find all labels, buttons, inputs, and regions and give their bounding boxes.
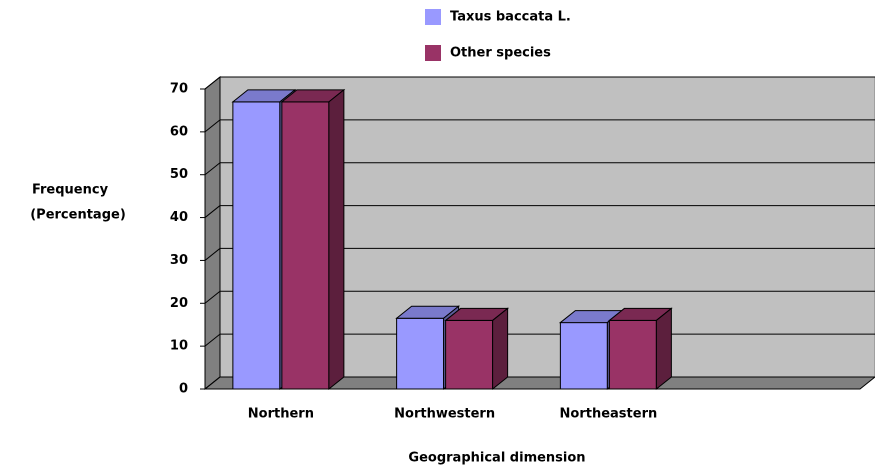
y-tick-label: 20	[170, 296, 188, 311]
legend-label: Other species	[450, 46, 551, 61]
side-wall	[204, 75, 221, 391]
bar-side	[655, 307, 672, 391]
y-tick-label: 0	[179, 382, 188, 397]
bar-front	[445, 319, 494, 390]
bar-front	[608, 319, 657, 390]
x-tick-label: Northwestern	[394, 407, 495, 422]
bar	[280, 88, 346, 391]
bar	[607, 307, 673, 391]
grid-line	[204, 76, 221, 90]
y-axis-label: Frequency	[32, 183, 109, 198]
grid-line	[204, 290, 221, 304]
grid-line	[204, 248, 221, 261]
y-tick-label: 30	[170, 253, 188, 268]
y-tick-label: 60	[170, 124, 188, 139]
grid-line	[204, 205, 221, 218]
bar-front	[396, 317, 445, 390]
y-axis-label: (Percentage)	[30, 208, 126, 223]
bar	[444, 307, 510, 391]
legend-swatch	[425, 9, 441, 25]
x-tick-label: Northern	[248, 407, 314, 422]
x-axis-label: Geographical dimension	[408, 451, 585, 466]
x-tick-label: Northeastern	[560, 407, 658, 422]
y-tick-label: 40	[170, 210, 188, 225]
y-tick-label: 70	[170, 82, 188, 97]
bar-front	[559, 322, 608, 390]
grid-line	[204, 333, 221, 347]
legend-swatch	[425, 45, 441, 61]
legend-label: Taxus baccata L.	[450, 10, 571, 25]
y-tick-label: 50	[170, 167, 188, 182]
bar-front	[232, 101, 281, 390]
bar-side	[328, 88, 345, 391]
grid-line	[204, 119, 221, 133]
bar-side	[492, 307, 509, 391]
bar-front	[281, 101, 330, 390]
grid-line	[204, 162, 221, 176]
y-tick-label: 10	[170, 339, 188, 354]
grid-line	[204, 376, 221, 390]
